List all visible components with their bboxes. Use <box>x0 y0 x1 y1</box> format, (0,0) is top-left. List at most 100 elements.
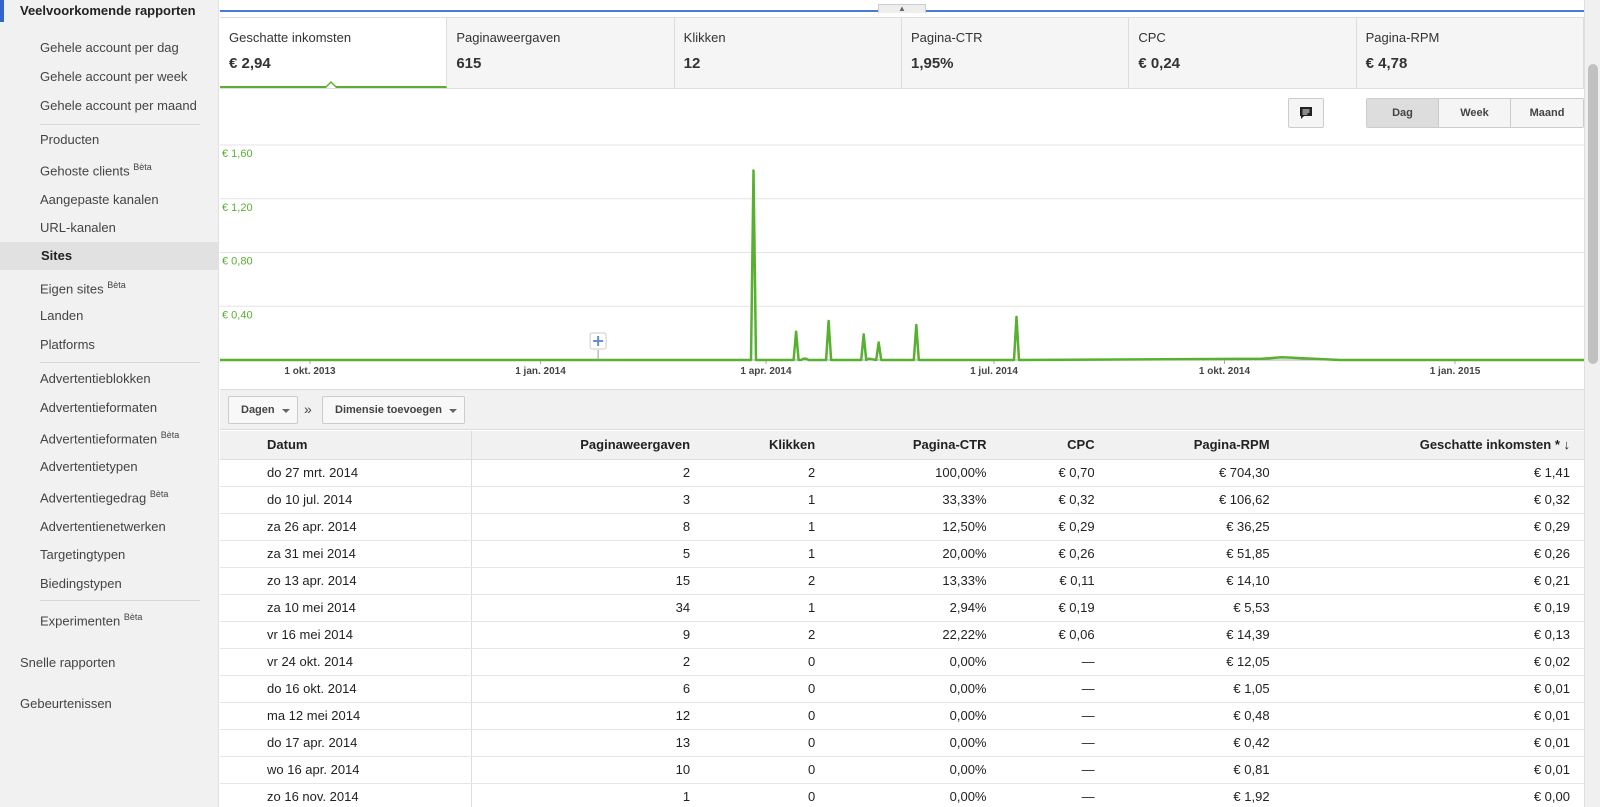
table-cell: € 0,01 <box>1283 729 1584 757</box>
table-cell: 0 <box>704 702 830 730</box>
sidebar-item-advertentietypen[interactable]: Advertentietypen <box>40 459 138 474</box>
data-point[interactable] <box>1260 357 1264 360</box>
scrollbar[interactable] <box>1584 0 1600 807</box>
sidebar-item-advertentienetwerken[interactable]: Advertentienetwerken <box>40 519 166 534</box>
sidebar-item-gehele-account-per-dag[interactable]: Gehele account per dag <box>40 40 179 55</box>
sidebar-item-platforms[interactable]: Platforms <box>40 337 95 352</box>
column-header-col2[interactable]: Klikken <box>704 431 830 460</box>
data-point[interactable] <box>867 357 870 360</box>
earnings-chart: € 1,60 € 1,20 € 0,80 € 0,40 1 okt. 2013 1 jan… <box>220 138 1584 388</box>
annotation-add-icon[interactable] <box>589 332 607 350</box>
sidebar-item-gehele-account-per-maand[interactable]: Gehele account per maand <box>40 98 197 113</box>
column-header-col4[interactable]: CPC <box>1000 431 1109 460</box>
sidebar-item-label: Advertentietypen <box>40 459 138 474</box>
data-point[interactable] <box>877 341 880 344</box>
sidebar-item-label: Experimenten <box>40 613 121 629</box>
sidebar-item-url-kanalen[interactable]: URL-kanalen <box>40 220 116 235</box>
column-header-datum[interactable]: Datum <box>220 431 472 460</box>
table-cell: do 17 apr. 2014 <box>220 729 472 757</box>
table-cell: € 0,19 <box>1000 594 1109 622</box>
table-cell: 8 <box>471 513 705 541</box>
sidebar-item-aangepaste-kanalen[interactable]: Aangepaste kanalen <box>40 192 159 207</box>
data-point[interactable] <box>752 169 755 172</box>
sidebar-section-snelle-rapporten[interactable]: Snelle rapporten <box>20 655 116 670</box>
table-cell: wo 16 apr. 2014 <box>220 756 472 784</box>
add-dimension-label: Dimensie toevoegen <box>335 404 442 416</box>
table-cell: € 36,25 <box>1108 513 1284 541</box>
sidebar-item-targetingtypen[interactable]: Targetingtypen <box>40 547 125 562</box>
sidebar-item-gehoste-clients[interactable]: Gehoste clients Bèta <box>40 162 152 178</box>
table-cell: € 14,39 <box>1108 621 1284 649</box>
table-cell: 1 <box>704 513 830 541</box>
table-cell: 2 <box>704 459 830 487</box>
table-cell: vr 16 mei 2014 <box>220 621 472 649</box>
report-table: Datum Paginaweergaven Klikken Pagina-CTR CPC… <box>220 431 1584 807</box>
x-tick-label: 1 jan. 2015 <box>1430 366 1481 377</box>
data-point[interactable] <box>802 357 805 360</box>
table-cell: 13,33% <box>829 567 1001 595</box>
table-row: ma 12 mei 2014 12 0 0,00% — € 0,48 € 0,01 <box>220 702 1584 730</box>
collapse-toggle-icon[interactable]: ▲ <box>878 4 926 13</box>
section-title[interactable]: Veelvoorkomende rapporten <box>20 3 196 18</box>
table-cell: 22,22% <box>829 621 1001 649</box>
data-point[interactable] <box>827 319 830 323</box>
period-day-button[interactable]: Dag <box>1367 99 1439 127</box>
period-week-button[interactable]: Week <box>1439 99 1511 127</box>
metric-tab-cpc[interactable]: CPC € 0,24 <box>1129 18 1357 88</box>
sidebar-item-advertentieformaten[interactable]: Advertentieformaten <box>40 400 157 415</box>
table-row: do 17 apr. 2014 13 0 0,00% — € 0,42 € 0,01 <box>220 729 1584 757</box>
sidebar-item-sites[interactable]: Sites <box>0 242 218 270</box>
data-point[interactable] <box>794 330 798 333</box>
sidebar-item-label: Producten <box>40 132 100 147</box>
data-point[interactable] <box>915 323 918 327</box>
column-header-col1[interactable]: Paginaweergaven <box>471 431 705 460</box>
table-cell: 0 <box>704 756 830 784</box>
metric-tab-paginaweergaven[interactable]: Paginaweergaven 615 <box>447 18 675 88</box>
sidebar-item-label: Sites <box>41 248 73 263</box>
add-dimension-dropdown[interactable]: Dimensie toevoegen <box>322 396 465 424</box>
chevron-down-icon <box>281 409 290 413</box>
data-point[interactable] <box>1280 356 1284 359</box>
sidebar-separator <box>40 124 200 125</box>
metric-tab-pagina-rpm[interactable]: Pagina-RPM € 4,78 <box>1357 18 1584 88</box>
sidebar-item-label: Advertentieformaten <box>40 400 158 415</box>
sidebar-item-advertentiegedrag[interactable]: Advertentiegedrag Bèta <box>40 489 168 505</box>
sidebar-item-landen[interactable]: Landen <box>40 308 83 323</box>
data-point[interactable] <box>862 333 865 336</box>
section-accent <box>0 0 4 22</box>
chart-controls: Dag Week Maand <box>1184 98 1584 128</box>
table-cell: € 1,92 <box>1108 783 1284 807</box>
sidebar-item-advertentieformaten[interactable]: Advertentieformaten Bèta <box>40 430 179 446</box>
column-header-col3[interactable]: Pagina-CTR <box>829 431 1001 460</box>
x-tick-label: 1 jul. 2014 <box>970 366 1018 377</box>
metric-tab-pagina-ctr[interactable]: Pagina-CTR 1,95% <box>902 18 1130 88</box>
metric-tab-geschatte-inkomsten[interactable]: Geschatte inkomsten € 2,94 <box>220 18 448 88</box>
sidebar-section-gebeurtenissen[interactable]: Gebeurtenissen <box>20 696 112 711</box>
table-cell: — <box>1000 783 1109 807</box>
sidebar-item-gehele-account-per-week[interactable]: Gehele account per week <box>40 69 187 84</box>
metric-label: Pagina-RPM <box>1365 30 1440 45</box>
dimension-separator: » <box>304 401 312 417</box>
sidebar-item-advertentieblokken[interactable]: Advertentieblokken <box>40 371 151 386</box>
table-cell: 13 <box>471 729 705 757</box>
dimension-days-dropdown[interactable]: Dagen <box>228 396 298 424</box>
metric-tab-klikken[interactable]: Klikken 12 <box>675 18 902 88</box>
scrollbar-thumb[interactable] <box>1588 64 1598 364</box>
table-cell: € 0,01 <box>1283 675 1584 703</box>
period-month-button[interactable]: Maand <box>1511 99 1583 127</box>
data-point[interactable] <box>1015 315 1018 319</box>
sidebar-item-biedingstypen[interactable]: Biedingstypen <box>40 576 122 591</box>
data-point[interactable] <box>804 357 808 360</box>
beta-badge: Bèta <box>123 612 143 622</box>
sidebar-item-experimenten[interactable]: Experimenten Bèta <box>40 612 142 628</box>
table-cell: 1 <box>471 783 705 807</box>
column-header-col6[interactable]: Geschatte inkomsten * ↓ <box>1283 431 1584 460</box>
column-header-col5[interactable]: Pagina-RPM <box>1108 431 1284 460</box>
sidebar-item-eigen-sites[interactable]: Eigen sites Bèta <box>40 280 126 296</box>
table-cell: € 14,10 <box>1108 567 1284 595</box>
table-cell: € 1,41 <box>1283 459 1584 487</box>
annotation-button[interactable] <box>1288 98 1324 128</box>
table-cell: — <box>1000 756 1109 784</box>
sidebar-item-producten[interactable]: Producten <box>40 132 99 147</box>
table-cell: 0,00% <box>829 648 1001 676</box>
